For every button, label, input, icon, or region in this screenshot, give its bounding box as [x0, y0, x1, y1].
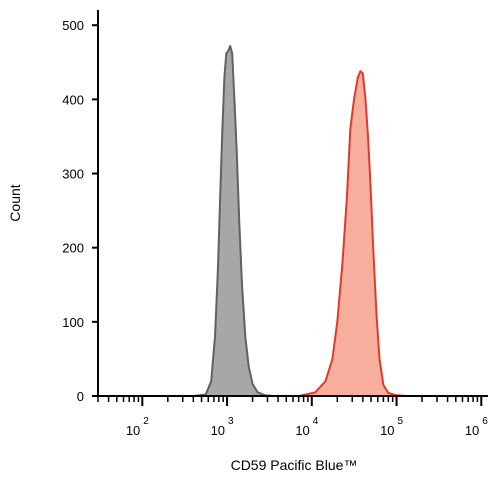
series-1-area: [98, 46, 488, 396]
x-tick-label-exponent: 5: [398, 416, 404, 427]
x-tick-label: 106: [465, 416, 488, 438]
x-tick-label-exponent: 2: [143, 416, 149, 427]
x-tick-label-exponent: 3: [228, 416, 234, 427]
x-tick-label: 10 5: [380, 416, 403, 438]
y-axis-title: Count: [7, 184, 23, 221]
x-tick-label-exponent: 4: [313, 416, 319, 427]
y-tick-label: 0: [77, 389, 84, 404]
series-layer: [98, 45, 488, 397]
series-2-outline: [98, 70, 488, 397]
y-ticks: 0 100 200 300 400 500: [62, 18, 98, 404]
y-tick-label: 200: [62, 241, 84, 256]
x-axis-title: CD59 Pacific Blue™: [231, 457, 358, 473]
x-tick-label-base: 10: [380, 423, 394, 438]
x-tick-label: 103: [211, 416, 234, 438]
x-tick-label-base: 10: [465, 423, 479, 438]
x-tick-label-base: 10: [295, 423, 309, 438]
y-tick-label: 400: [62, 92, 84, 107]
series-1-outline: [98, 45, 488, 397]
x-tick-label-exponent: 6: [482, 416, 488, 427]
y-tick-label: 300: [62, 167, 84, 182]
axes-layer: [97, 10, 488, 397]
x-tick-label: 10 4: [295, 416, 318, 438]
series-2-area: [98, 71, 488, 396]
y-tick-label: 100: [62, 315, 84, 330]
x-tick-label: 102: [126, 416, 149, 438]
x-tick-label-base: 10: [126, 423, 140, 438]
y-tick-label: 500: [62, 18, 84, 33]
x-tick-label-base: 10: [211, 423, 225, 438]
